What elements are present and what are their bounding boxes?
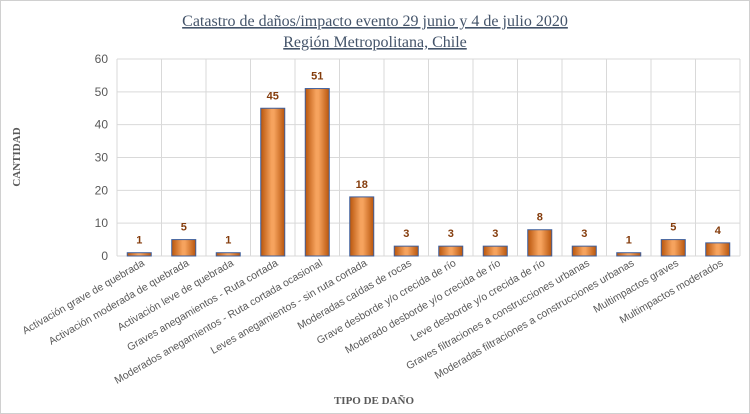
data-label: 8 — [537, 212, 543, 224]
data-label: 51 — [311, 71, 323, 83]
data-label: 5 — [670, 222, 676, 234]
y-tick-label: 0 — [101, 249, 108, 263]
bar — [482, 245, 508, 257]
bar — [616, 252, 642, 257]
y-tick-label: 50 — [95, 85, 109, 99]
y-tick-label: 40 — [95, 118, 109, 132]
bar — [527, 229, 553, 257]
data-label: 1 — [626, 235, 632, 247]
y-tick-label: 20 — [95, 183, 109, 197]
data-label: 3 — [448, 228, 454, 240]
data-label: 3 — [403, 228, 409, 240]
chart-subtitle: Región Metropolitana, Chile — [283, 34, 467, 51]
y-axis-title: CANTIDAD — [11, 127, 23, 186]
y-tick-label: 30 — [95, 151, 109, 165]
data-label: 1 — [225, 235, 231, 247]
chart-title: Catastro de daños/impacto evento 29 juni… — [182, 13, 568, 30]
bars — [126, 88, 731, 257]
bar — [438, 245, 464, 257]
bar — [126, 252, 152, 257]
bar — [349, 196, 375, 257]
data-label: 18 — [356, 179, 368, 191]
x-axis-title: TIPO DE DAÑO — [334, 395, 415, 407]
bar — [705, 242, 731, 257]
bar — [171, 239, 197, 257]
bar — [393, 245, 419, 257]
data-label: 3 — [581, 228, 587, 240]
data-label: 4 — [715, 225, 722, 237]
data-label: 1 — [136, 235, 142, 247]
data-label: 45 — [267, 90, 279, 102]
bar — [215, 252, 241, 257]
bar — [260, 107, 286, 257]
data-label: 5 — [181, 222, 187, 234]
gridlines — [116, 58, 741, 257]
data-label: 3 — [492, 228, 498, 240]
y-axis: 0 10 20 30 40 50 60 — [95, 52, 109, 263]
y-tick-label: 60 — [95, 52, 109, 66]
bar — [304, 88, 330, 257]
bar — [571, 245, 597, 257]
y-tick-label: 10 — [95, 216, 109, 230]
bar — [660, 239, 686, 257]
